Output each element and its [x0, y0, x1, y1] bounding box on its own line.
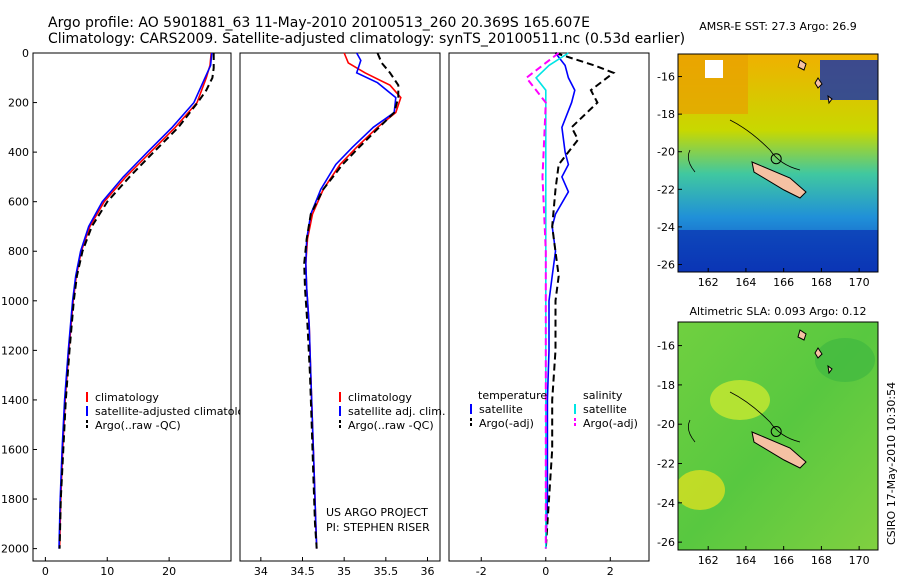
sst-argo-marker	[770, 153, 782, 165]
temperature-y-tick-label: 1600	[1, 443, 29, 456]
temperature-y-tick-label: 1800	[1, 493, 29, 506]
sla-argo-marker	[770, 426, 782, 437]
sst-new-caledonia-island	[751, 161, 807, 199]
salinity-panel: 34 34.5 35 35.5 36 salinity climatologysatelli…	[239, 52, 445, 580]
sla-map-lon-tick-label: 162	[698, 554, 719, 567]
sst-map-frame	[677, 53, 879, 273]
sla-map-title: Altimetric SLA: 0.093 Argo: 0.12	[689, 305, 866, 318]
temperature-series-line	[58, 52, 213, 549]
sla-map-lat-tick-label: -26	[657, 536, 675, 549]
difference-legend-title-temperature: temperature	[478, 389, 547, 402]
salinity-x-axis-label: salinity	[320, 578, 360, 580]
salinity-series-line	[303, 52, 400, 549]
sla-low-patch	[815, 338, 875, 382]
sla-map-lon-tick-label: 168	[811, 554, 832, 567]
salinity-x-tick-label: 35	[337, 565, 351, 578]
sla-map-lat-tick-label: -22	[657, 458, 675, 471]
sla-map-ticks: 162 164 166 168 170 -16 -18 -20 -22 -24 -26	[657, 340, 870, 567]
temperature-panel: 0 10 20temperature 0 200 400 600 800 1000 1200 140…	[1, 47, 258, 580]
sst-map-lon-tick-label: 162	[698, 276, 719, 289]
sst-vanuatu-islands	[797, 59, 833, 105]
difference-x-axis-label: difference from climatology	[473, 578, 625, 580]
difference-legend-label: Argo(-adj)	[479, 417, 534, 430]
sst-map-lat-tick-label: -16	[657, 71, 675, 84]
credit-line2: PI: STEPHEN RISER	[326, 521, 430, 534]
sla-map-lat-tick-label: -16	[657, 340, 675, 353]
sst-cold-patch	[820, 60, 878, 100]
difference-x-tick-label: -2	[476, 565, 487, 578]
sla-map-lat-tick-label: -20	[657, 418, 675, 431]
sst-reef-contour	[687, 119, 801, 173]
difference-x-tick-label: 2	[607, 565, 614, 578]
temperature-y-tick-label: 600	[8, 196, 29, 209]
sla-map-lon-tick-label: 170	[849, 554, 870, 567]
sla-map-lon-tick-label: 166	[773, 554, 794, 567]
sst-map-lon-tick-label: 164	[735, 276, 756, 289]
sla-high-patch	[710, 380, 770, 420]
sla-vanuatu-islands	[797, 329, 833, 375]
sst-map-lat-tick-label: -24	[657, 221, 675, 234]
difference-series-line	[535, 52, 569, 549]
salinity-legend-label: climatology	[348, 391, 412, 404]
temperature-y-tick-label: 400	[8, 146, 29, 159]
sst-map-lon-tick-label: 168	[811, 276, 832, 289]
sst-map-lat-tick-label: -18	[657, 108, 675, 121]
temperature-legend-label: satellite-adjusted climatology	[95, 405, 258, 418]
difference-x-tick-label: 0	[542, 565, 549, 578]
sst-map-lat-tick-label: -26	[657, 258, 675, 271]
temperature-legend-label: Argo(..raw -QC)	[95, 419, 181, 432]
salinity-x-tick-label: 34.5	[290, 565, 315, 578]
difference-legend-title-salinity: salinity	[583, 389, 623, 402]
temperature-y-tick-label: 1000	[1, 295, 29, 308]
temperature-y-tick-label: 1200	[1, 344, 29, 357]
footer-timestamp: CSIRO 17-May-2010 10:30:54	[885, 382, 898, 545]
difference-legend-label: Argo(-adj)	[583, 417, 638, 430]
temperature-y-tick-label: 200	[8, 97, 29, 110]
temperature-x-tick-label: 0	[42, 565, 49, 578]
sst-nodata-patch	[705, 60, 723, 78]
temperature-y-tick-label: 800	[8, 245, 29, 258]
sla-new-caledonia-island	[751, 431, 807, 469]
difference-legend-label: satellite	[583, 403, 627, 416]
difference-legend-label: satellite	[479, 403, 523, 416]
temperature-legend-label: climatology	[95, 391, 159, 404]
sla-map-lat-tick-label: -18	[657, 379, 675, 392]
sst-deep-blue-band	[678, 230, 878, 272]
salinity-x-tick-label: 34	[254, 565, 268, 578]
sst-map-lat-tick-label: -20	[657, 146, 675, 159]
salinity-x-tick-label: 36	[421, 565, 435, 578]
temperature-x-tick-label: 10	[100, 565, 114, 578]
sst-map-lon-tick-label: 170	[849, 276, 870, 289]
temperature-series-line	[58, 53, 215, 549]
sst-map-lat-tick-label: -22	[657, 183, 675, 196]
sla-map-lon-tick-label: 164	[735, 554, 756, 567]
temperature-y-tick-label: 0	[22, 47, 29, 60]
temperature-x-axis-label: temperature	[97, 578, 166, 580]
salinity-plot-frame	[239, 52, 441, 562]
temperature-plot-frame	[32, 52, 232, 562]
sla-map-lat-tick-label: -24	[657, 497, 675, 510]
temperature-y-tick-label: 1400	[1, 394, 29, 407]
sla-map-frame	[677, 321, 879, 551]
title-line1: Argo profile: AO 5901881_63 11-May-2010 …	[48, 15, 590, 31]
sla-map: Altimetric SLA: 0.093 Argo: 0.12 162 164 1…	[657, 305, 879, 567]
sst-map-lon-tick-label: 166	[773, 276, 794, 289]
salinity-legend-label: satellite adj. clim.	[348, 405, 445, 418]
sla-reef-contour	[687, 391, 801, 443]
salinity-x-tick-label: 35.5	[374, 565, 399, 578]
salinity-legend-label: Argo(..raw -QC)	[348, 419, 434, 432]
sst-map-title: AMSR-E SST: 27.3 Argo: 26.9	[699, 20, 857, 33]
sla-high-patch-south	[678, 470, 725, 510]
credit-line1: US ARGO PROJECT	[326, 506, 428, 519]
title-line2: Climatology: CARS2009. Satellite-adjuste…	[48, 31, 685, 47]
sst-map-ticks: 162 164 166 168 170 -16 -18 -20 -22 -24 -26	[657, 71, 870, 289]
difference-series-line	[544, 52, 616, 549]
difference-panel: -2 0 2difference from climatology temperatu…	[448, 52, 650, 580]
temperature-x-tick-label: 20	[162, 565, 176, 578]
temperature-y-tick-label: 2000	[1, 543, 29, 556]
difference-series-line	[524, 52, 560, 549]
sst-map: AMSR-E SST: 27.3 Argo: 26.9 162 164 166 168…	[657, 20, 879, 289]
difference-series-line	[545, 52, 576, 549]
